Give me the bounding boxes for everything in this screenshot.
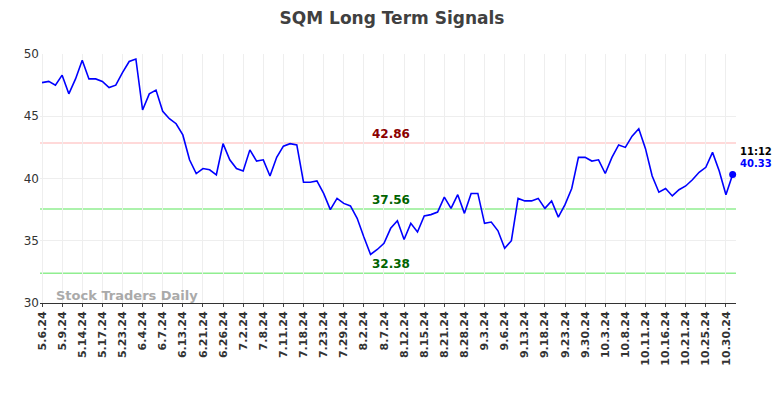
svg-text:10.16.24: 10.16.24 [659,311,672,366]
svg-text:42.86: 42.86 [372,127,410,141]
svg-text:6.21.24: 6.21.24 [197,311,210,358]
svg-text:8.12.24: 8.12.24 [398,311,411,358]
svg-text:10.25.24: 10.25.24 [699,311,712,366]
svg-text:7.29.24: 7.29.24 [337,311,350,358]
svg-text:9.23.24: 9.23.24 [559,311,572,358]
svg-text:40.33: 40.33 [740,158,772,169]
svg-text:5.23.24: 5.23.24 [116,311,129,358]
svg-text:SQM Long Term Signals: SQM Long Term Signals [280,8,505,28]
svg-text:10.3.24: 10.3.24 [599,311,612,358]
svg-text:30: 30 [24,296,39,310]
svg-text:11:12: 11:12 [740,146,772,157]
svg-text:35: 35 [24,234,39,248]
svg-text:9.30.24: 9.30.24 [579,311,592,358]
svg-text:45: 45 [24,109,39,123]
svg-text:6.13.24: 6.13.24 [176,311,189,358]
svg-text:6.4.24: 6.4.24 [136,311,149,350]
svg-text:10.11.24: 10.11.24 [639,311,652,366]
svg-text:10.21.24: 10.21.24 [679,311,692,366]
svg-text:9.3.24: 9.3.24 [478,311,491,350]
svg-text:7.8.24: 7.8.24 [257,311,270,350]
svg-text:7.23.24: 7.23.24 [317,311,330,358]
svg-text:Stock Traders Daily: Stock Traders Daily [56,288,198,303]
svg-text:7.2.24: 7.2.24 [237,311,250,350]
svg-text:37.56: 37.56 [372,193,410,207]
svg-text:9.13.24: 9.13.24 [518,311,531,358]
svg-text:5.14.24: 5.14.24 [76,311,89,358]
svg-text:10.30.24: 10.30.24 [720,311,733,366]
svg-text:9.6.24: 9.6.24 [498,311,511,350]
svg-text:50: 50 [24,47,39,61]
svg-text:8.28.24: 8.28.24 [458,311,471,358]
svg-text:7.11.24: 7.11.24 [277,311,290,358]
svg-text:5.9.24: 5.9.24 [56,311,69,350]
svg-text:40: 40 [24,172,39,186]
svg-text:8.21.24: 8.21.24 [438,311,451,358]
svg-text:10.8.24: 10.8.24 [619,311,632,358]
svg-text:8.2.24: 8.2.24 [357,311,370,350]
svg-text:6.26.24: 6.26.24 [217,311,230,358]
svg-text:7.18.24: 7.18.24 [297,311,310,358]
svg-text:9.18.24: 9.18.24 [538,311,551,358]
svg-text:5.6.24: 5.6.24 [36,311,49,350]
svg-text:6.7.24: 6.7.24 [156,311,169,350]
svg-text:32.38: 32.38 [372,257,410,271]
svg-text:8.7.24: 8.7.24 [378,311,391,350]
svg-text:8.15.24: 8.15.24 [418,311,431,358]
svg-text:5.17.24: 5.17.24 [96,311,109,358]
